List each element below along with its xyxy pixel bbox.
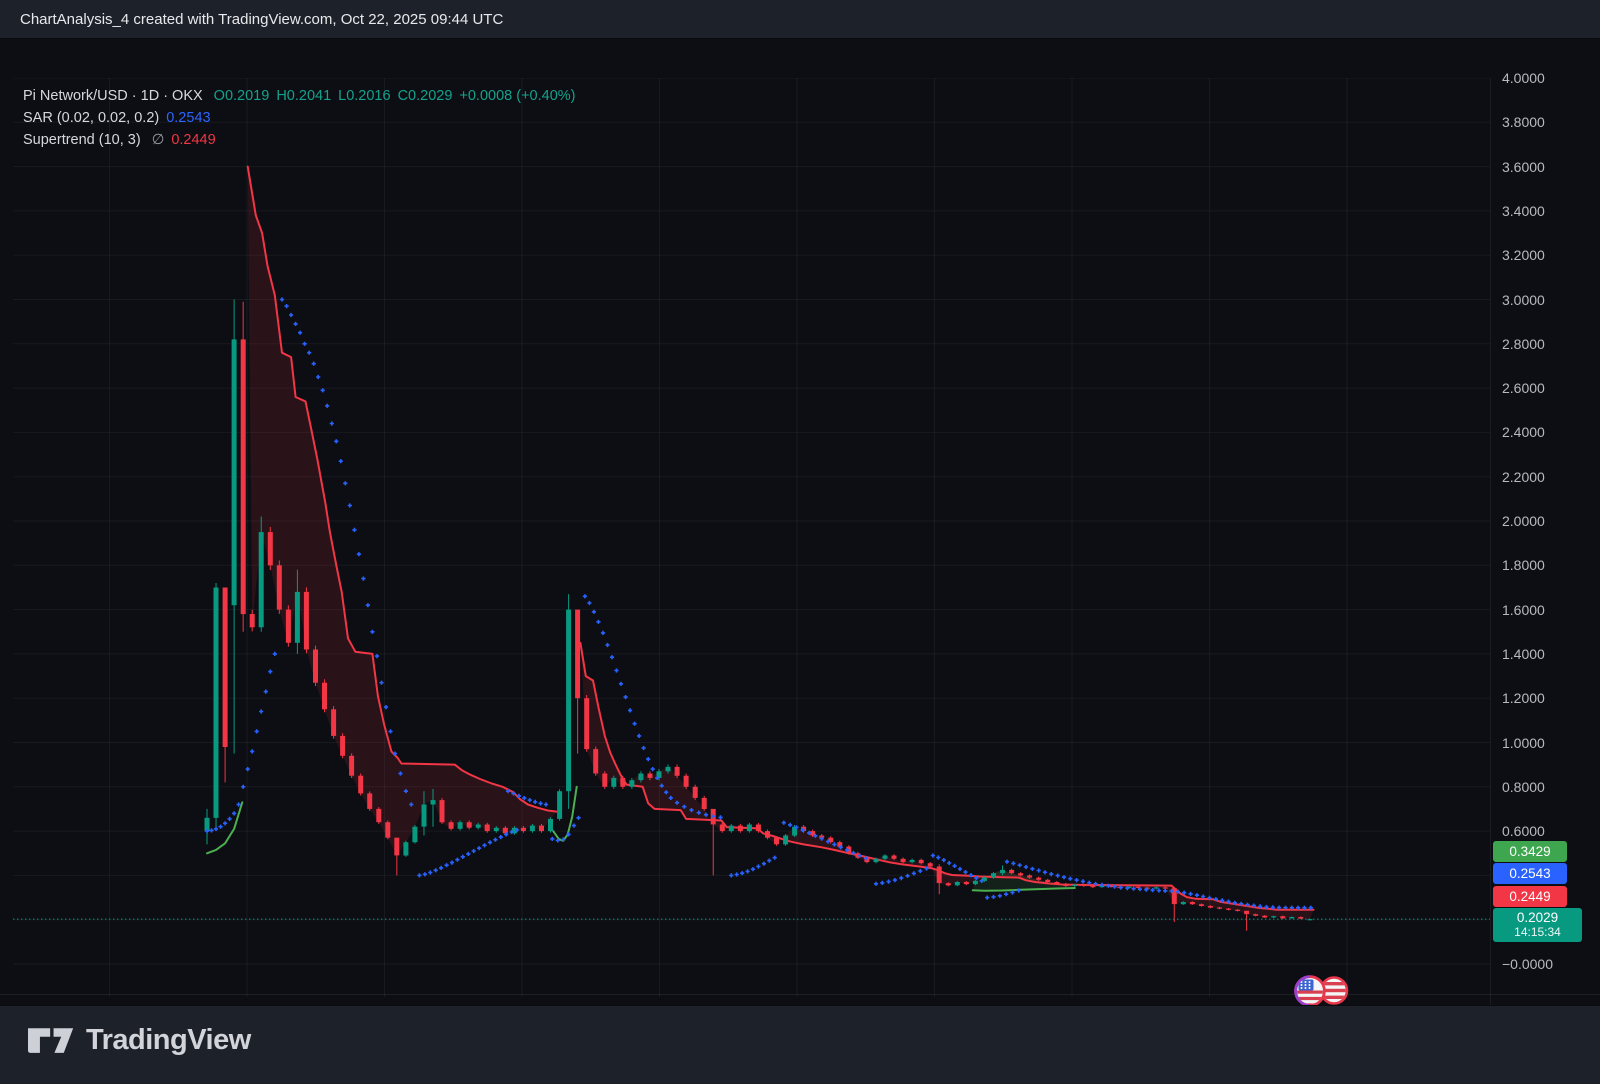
window-title-bar: ChartAnalysis_4 created with TradingView… bbox=[0, 0, 1600, 39]
supertrend-up-value-badge: 0.3429 bbox=[1493, 841, 1567, 862]
price-tick-label: 2.0000 bbox=[1502, 513, 1545, 529]
sar-value: 0.2543 bbox=[166, 110, 211, 126]
price-tick-label: 2.6000 bbox=[1502, 380, 1545, 397]
ohlc-close: C0.2029 bbox=[397, 88, 453, 104]
supertrend-down-value-badge: 0.2449 bbox=[1493, 886, 1567, 907]
chart-legend: Pi Network/USD · 1D · OKX O0.2019 H0.204… bbox=[23, 85, 575, 151]
price-tick-label: 1.8000 bbox=[1502, 557, 1545, 574]
price-tick-label: 3.4000 bbox=[1502, 202, 1545, 219]
price-tick-label: 3.0000 bbox=[1502, 291, 1545, 308]
ohlc-open: O0.2019 bbox=[213, 88, 270, 104]
footer-bar: TradingView bbox=[0, 1005, 1600, 1084]
price-tick-label: −0.0000 bbox=[1502, 956, 1553, 972]
tradingview-logo[interactable]: TradingView bbox=[28, 1024, 251, 1057]
legend-symbol-row[interactable]: Pi Network/USD · 1D · OKX O0.2019 H0.204… bbox=[23, 85, 575, 107]
price-tick-label: 4.0000 bbox=[1502, 70, 1545, 86]
legend-supertrend-row[interactable]: Supertrend (10, 3) ∅ 0.2449 bbox=[23, 129, 575, 151]
price-tick-label: 1.2000 bbox=[1502, 690, 1545, 707]
price-change: +0.0008 (+0.40%) bbox=[459, 88, 576, 104]
price-chart-canvas[interactable] bbox=[0, 78, 1600, 1044]
price-tick-label: 3.6000 bbox=[1502, 158, 1545, 175]
supertrend-value: 0.2449 bbox=[171, 132, 216, 148]
price-tick-label: 0.6000 bbox=[1502, 823, 1545, 840]
price-axis-separator bbox=[1490, 78, 1491, 1044]
price-tick-label: 2.2000 bbox=[1502, 468, 1545, 485]
tradingview-wordmark: TradingView bbox=[86, 1024, 251, 1056]
price-tick-label: 3.8000 bbox=[1502, 114, 1545, 131]
price-tick-label: 1.6000 bbox=[1502, 601, 1545, 618]
legend-sar-row[interactable]: SAR (0.02, 0.02, 0.2) 0.2543 bbox=[23, 107, 575, 129]
last-price-badge: 0.2029 14:15:34 bbox=[1493, 908, 1582, 942]
ohlc-high: H0.2041 bbox=[276, 88, 332, 104]
tradingview-logo-icon bbox=[28, 1027, 74, 1053]
price-tick-label: 2.4000 bbox=[1502, 424, 1545, 441]
sar-value-badge: 0.2543 bbox=[1493, 863, 1567, 884]
price-tick-label: 2.8000 bbox=[1502, 335, 1545, 352]
symbol-flags-icon bbox=[1294, 975, 1349, 1007]
price-tick-label: 0.8000 bbox=[1502, 778, 1545, 795]
sar-label: SAR (0.02, 0.02, 0.2) bbox=[23, 110, 160, 126]
chart-region: Pi Network/USD · 1D · OKX O0.2019 H0.204… bbox=[0, 39, 1600, 1073]
price-tick-label: 1.0000 bbox=[1502, 734, 1545, 751]
page-title: ChartAnalysis_4 created with TradingView… bbox=[20, 11, 504, 28]
time-axis-separator bbox=[0, 994, 1600, 995]
supertrend-label: Supertrend (10, 3) bbox=[23, 132, 141, 148]
price-tick-label: 1.4000 bbox=[1502, 645, 1545, 662]
symbol-title: Pi Network/USD · 1D · OKX bbox=[23, 88, 203, 104]
ohlc-low: L0.2016 bbox=[338, 88, 391, 104]
price-tick-label: 3.2000 bbox=[1502, 247, 1545, 264]
supertrend-empty-icon: ∅ bbox=[151, 132, 165, 148]
countdown-timer: 14:15:34 bbox=[1514, 925, 1561, 939]
flag-left-icon bbox=[1294, 975, 1326, 1007]
